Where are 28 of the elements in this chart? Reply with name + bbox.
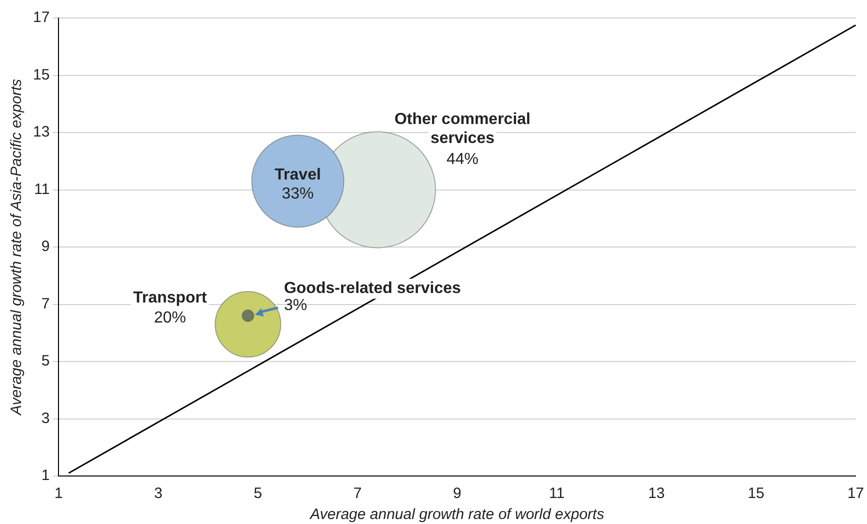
y-tick-label: 9 (41, 238, 50, 256)
x-tick-label: 9 (453, 485, 462, 502)
x-tick-label: 15 (748, 485, 764, 502)
x-tick-label: 17 (847, 485, 864, 502)
x-tick-label: 13 (648, 485, 665, 502)
series-label: Travel (274, 166, 321, 184)
y-tick-label: 15 (32, 66, 50, 84)
x-tick-label: 1 (54, 485, 63, 502)
text: Goods-related services (284, 280, 462, 298)
x-tick-label: 5 (254, 485, 262, 502)
y-tick-label: 7 (41, 295, 50, 312)
x-tick-label: 7 (353, 485, 362, 502)
annotation: 20% (154, 310, 186, 327)
y-tick-label: 1 (41, 467, 50, 484)
y-tick-label: 13 (32, 124, 50, 141)
y-tick-label: 17 (32, 9, 50, 26)
series-label: Transport (133, 290, 208, 307)
x-tick-label: 3 (154, 485, 162, 502)
y-tick-label: 11 (34, 180, 50, 198)
annotation: 3% (284, 297, 308, 314)
series-label: Other commercial services (394, 111, 531, 148)
y-tick-label: 5 (41, 352, 50, 370)
y-tick-label: 3 (41, 410, 50, 427)
annotation: 44% (446, 151, 478, 168)
x-tick-label: 11 (549, 485, 565, 502)
x-axis-title: Average annual growth rate of world exports (309, 506, 605, 524)
y-axis-title: Average annual growth rate of Asia-Pacific exports (8, 78, 26, 416)
annotation: 33% (282, 186, 314, 203)
